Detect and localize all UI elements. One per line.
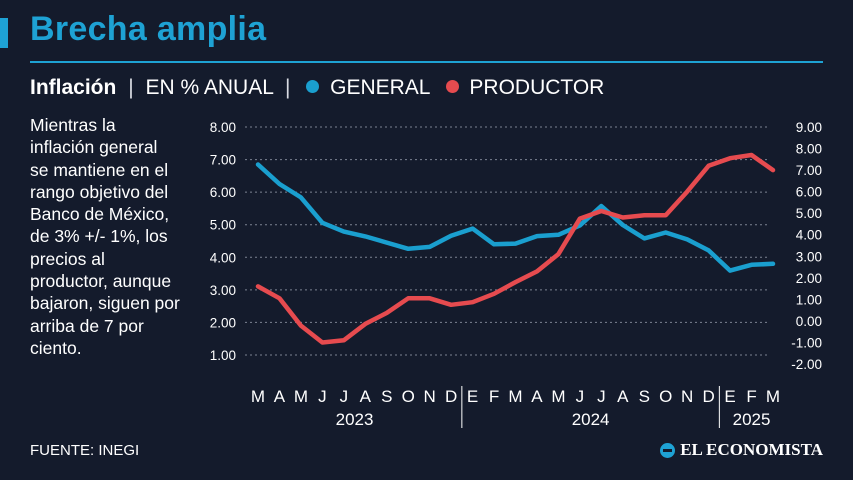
x-axis-month-label: F [489, 387, 499, 406]
right-axis-tick-label: 6.00 [796, 185, 822, 200]
x-axis-month-label: S [639, 387, 650, 406]
x-axis-month-label: A [360, 387, 372, 406]
left-axis-tick-label: 8.00 [210, 120, 236, 135]
right-axis-tick-label: -1.00 [791, 335, 822, 350]
legend-dot-general [306, 80, 320, 93]
x-axis-month-label: M [508, 387, 522, 406]
right-axis-tick-label: -2.00 [791, 357, 822, 372]
left-axis-tick-label: 4.00 [210, 250, 236, 265]
x-axis-year-label: 2024 [572, 410, 610, 429]
right-axis-tick-label: 9.00 [796, 120, 822, 135]
title-accent-bar [0, 18, 8, 48]
legend-label-general: GENERAL [330, 76, 430, 99]
right-axis-tick-label: 1.00 [796, 292, 822, 307]
right-axis-tick-label: 2.00 [796, 271, 822, 286]
subtitle-inflacion: Inflación [30, 76, 117, 99]
x-axis-month-label: J [597, 387, 606, 406]
x-axis-month-label: M [766, 387, 780, 406]
x-axis-month-label: O [402, 387, 415, 406]
x-axis-month-label: A [531, 387, 543, 406]
x-axis-month-label: M [294, 387, 308, 406]
chart-title: Brecha amplia [30, 10, 267, 48]
subtitle-units: EN % ANUAL [145, 76, 274, 99]
left-axis-tick-label: 7.00 [210, 153, 236, 168]
x-axis-month-label: S [381, 387, 392, 406]
x-axis-month-label: O [659, 387, 672, 406]
series-line-productor [255, 152, 776, 345]
x-axis-year-label: 2023 [336, 410, 374, 429]
series-line-general [255, 162, 776, 273]
left-axis-tick-label: 1.00 [210, 348, 236, 363]
chart-subtitle: Inflación | EN % ANUAL | GENERAL PRODUCT… [30, 76, 604, 100]
legend-dot-productor [445, 80, 459, 93]
x-axis-month-label: A [274, 387, 286, 406]
brand-logo-icon [660, 442, 676, 458]
left-axis-tick-label: 5.00 [210, 218, 236, 233]
x-axis-month-label: E [467, 387, 478, 406]
x-axis-month-label: D [445, 387, 457, 406]
subtitle-separator: | [128, 76, 134, 99]
left-axis-tick-label: 3.00 [210, 283, 236, 298]
x-axis-month-label: E [724, 387, 735, 406]
right-axis-tick-label: 4.00 [796, 228, 822, 243]
brand-logo: EL ECONOMISTA [660, 440, 823, 460]
x-axis-month-label: J [340, 387, 349, 406]
x-axis-month-label: F [746, 387, 756, 406]
right-axis-tick-label: 8.00 [796, 142, 822, 157]
x-axis-month-label: A [617, 387, 629, 406]
x-axis-month-label: J [318, 387, 327, 406]
brand-name: EL ECONOMISTA [680, 440, 823, 459]
x-axis-month-label: J [576, 387, 585, 406]
right-axis-tick-label: 5.00 [796, 206, 822, 221]
chart-description: Mientras la inflación general se mantien… [30, 115, 180, 358]
x-axis-month-label: M [551, 387, 565, 406]
right-axis-tick-label: 7.00 [796, 163, 822, 178]
x-axis-month-label: N [424, 387, 436, 406]
subtitle-separator: | [284, 76, 291, 99]
left-axis-tick-label: 6.00 [210, 185, 236, 200]
right-axis-tick-label: 3.00 [796, 249, 822, 264]
legend-label-productor: PRODUCTOR [469, 76, 605, 99]
title-divider [30, 61, 823, 63]
source-note: FUENTE: INEGI [30, 442, 140, 459]
left-axis-tick-label: 2.00 [210, 315, 236, 330]
x-axis-month-label: M [251, 387, 265, 406]
right-axis-tick-label: 0.00 [796, 314, 822, 329]
x-axis-month-label: N [681, 387, 693, 406]
x-axis-month-label: D [702, 387, 714, 406]
x-axis-year-label: 2025 [733, 410, 771, 429]
